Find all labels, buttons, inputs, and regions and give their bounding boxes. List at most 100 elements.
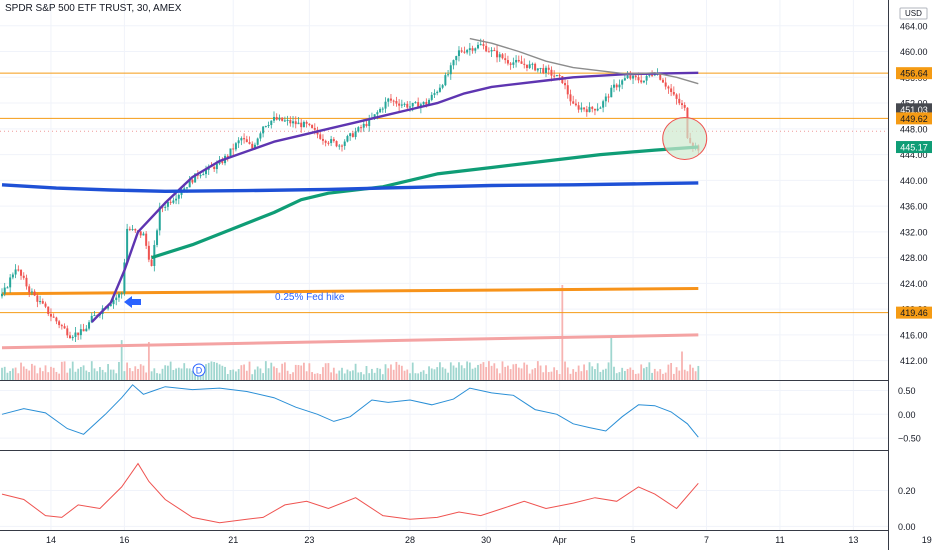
volume-bar <box>63 361 66 380</box>
dividend-marker-icon[interactable] <box>192 363 206 377</box>
candle-body <box>218 161 221 164</box>
candle-body <box>58 321 61 326</box>
candle-body <box>158 206 161 231</box>
volume-bar <box>444 368 447 380</box>
candle-body <box>498 54 501 58</box>
candle-body <box>373 114 376 119</box>
volume-bar <box>569 373 572 380</box>
candle-body <box>180 192 183 195</box>
volume-bar <box>167 365 169 380</box>
candle-body <box>191 179 194 183</box>
candle-body <box>319 134 322 139</box>
volume-bar <box>55 371 58 380</box>
volume-bar <box>507 365 509 380</box>
volume-bar <box>697 365 700 380</box>
volume-bar <box>357 372 360 380</box>
volume-bar <box>297 365 300 380</box>
volume-bar <box>264 361 267 380</box>
volume-bar <box>338 370 341 380</box>
candle-body <box>574 103 577 106</box>
volume-bar <box>539 365 542 380</box>
volume-bar <box>566 367 569 380</box>
volume-bar <box>583 364 585 380</box>
volume-bar <box>109 369 112 380</box>
candle-body <box>525 64 528 68</box>
volume-bar <box>147 342 150 380</box>
osc-tick-label: 0.20 <box>898 486 916 496</box>
volume-bar <box>161 368 164 380</box>
volume-bar <box>319 374 322 380</box>
volume-bar <box>335 373 338 380</box>
volume-bar <box>237 369 240 380</box>
currency-box[interactable] <box>899 7 928 20</box>
candle-body <box>545 67 547 73</box>
volume-bar <box>479 363 482 380</box>
volume-bar <box>330 372 333 380</box>
candle-body <box>3 287 6 294</box>
candle-body <box>175 198 178 201</box>
volume-bar <box>433 369 436 380</box>
volume-bar <box>400 365 403 380</box>
volume-bar <box>580 371 583 380</box>
volume-bar <box>235 371 237 380</box>
candle-body <box>376 112 379 115</box>
price-badge-bg <box>896 67 932 80</box>
candle-body <box>632 75 635 79</box>
candle-body <box>618 84 621 88</box>
volume-bar <box>643 368 645 380</box>
volume-bars <box>1 285 700 380</box>
candle-body <box>324 140 327 143</box>
candle-body <box>131 228 134 230</box>
candle-body <box>188 179 191 188</box>
volume-bar <box>275 368 278 380</box>
price-badge-451-03: 451.03 <box>896 103 932 116</box>
volume-bar <box>128 368 131 380</box>
candle-body <box>267 124 270 127</box>
volume-bar <box>520 368 523 380</box>
volume-bar <box>447 372 449 380</box>
volume-bar <box>365 366 368 380</box>
volume-bar <box>145 372 148 380</box>
candle-body <box>357 127 360 132</box>
price-tick-label: 432.00 <box>900 227 928 237</box>
candle-body <box>542 67 545 73</box>
candle-body <box>463 51 466 53</box>
candle-body <box>501 54 504 59</box>
volume-bar <box>474 367 477 380</box>
volume-bar <box>458 362 460 380</box>
candle-body <box>202 174 205 176</box>
ma-line-purple <box>90 71 699 323</box>
price-axis-bg <box>889 0 932 550</box>
volume-bar <box>490 365 493 380</box>
volume-bar <box>683 369 686 380</box>
chart-title: SPDR S&P 500 ETF TRUST, 30, AMEX <box>5 3 182 14</box>
price-badge-456-64: 456.64 <box>896 67 932 80</box>
candle-body <box>308 123 311 126</box>
candle-body <box>637 77 640 81</box>
volume-bar <box>300 365 303 380</box>
volume-bar <box>414 373 417 380</box>
volume-bar <box>656 371 659 380</box>
volume-bar <box>493 363 496 380</box>
volume-bar <box>278 372 281 380</box>
volume-bar <box>425 373 428 380</box>
candle-body <box>346 136 349 142</box>
volume-bar <box>681 351 683 380</box>
price-tick-label: 428.00 <box>900 253 928 263</box>
candle-body <box>585 109 588 113</box>
candle-body <box>365 123 368 127</box>
volume-bar <box>17 373 20 380</box>
candle-body <box>634 75 637 78</box>
candle-body <box>389 98 392 101</box>
candle-body <box>610 87 613 98</box>
candle-body <box>77 332 80 336</box>
time-axis: 14 16 21 23 28 30 Apr 5 7 11 13 19 <box>46 535 932 545</box>
candle-body <box>321 138 324 141</box>
candle-body <box>17 269 20 271</box>
volume-bar <box>373 372 376 380</box>
volume-bar <box>262 373 265 380</box>
candle-body <box>531 63 534 65</box>
volume-bar <box>376 367 379 380</box>
volume-bar <box>439 362 441 380</box>
